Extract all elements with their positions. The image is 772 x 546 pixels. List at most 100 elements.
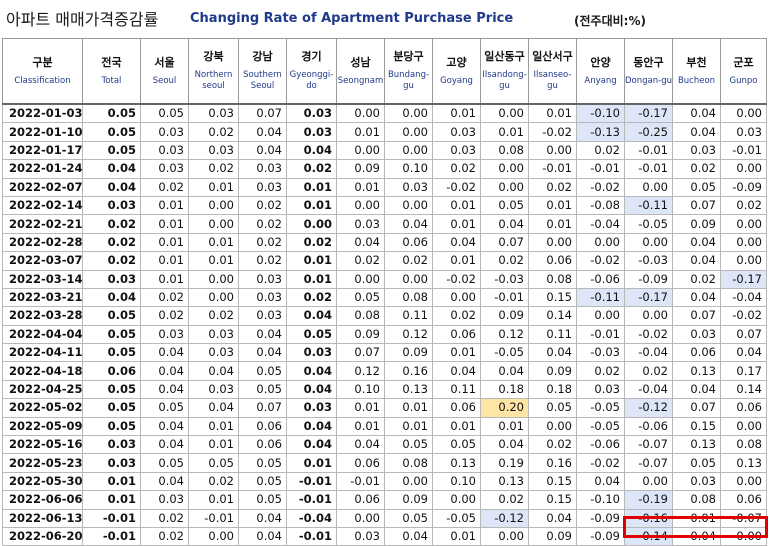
table-cell: 0.03 (336, 526, 385, 546)
table-cell: 0.03 (286, 398, 337, 418)
table-cell: 0.04 (336, 435, 385, 455)
table-cell: 0.00 (188, 269, 239, 289)
table-row: 2022-01-03 0.05 0.05 0.03 0.07 0.03 0.00 0.00 0.… (2, 103, 767, 124)
table-cell: -0.02 (528, 122, 577, 142)
table-cell: 0.04 (238, 343, 287, 363)
table-cell: 0.01 (528, 214, 577, 234)
table-cell: 0.01 (286, 195, 337, 216)
table-cell: 0.04 (238, 122, 287, 142)
table-cell: 0.04 (140, 416, 189, 437)
table-cell: 0.04 (238, 140, 287, 161)
table-cell: 0.04 (432, 361, 481, 381)
table-cell: 0.05 (82, 343, 141, 363)
table-cell: 0.01 (480, 416, 529, 437)
table-cell: -0.19 (624, 490, 673, 510)
table-cell: 0.00 (720, 416, 767, 437)
table-cell: 0.01 (82, 490, 141, 510)
table-cell: 0.07 (480, 232, 529, 253)
table-cell: 0.13 (672, 435, 721, 455)
table-cell: 0.09 (384, 343, 433, 363)
table-cell: 0.04 (528, 343, 577, 363)
table-cell: 0.09 (384, 490, 433, 510)
column-header-ko: 부천 (686, 55, 707, 69)
column-header: 구분 Classification (2, 38, 83, 105)
table-cell: -0.01 (480, 287, 529, 308)
column-header-ko: 강남 (252, 50, 273, 63)
table-cell: 0.12 (480, 324, 529, 345)
table-cell: -0.01 (528, 159, 577, 179)
row-date: 2022-01-24 (2, 159, 83, 179)
table-cell: 0.04 (528, 508, 577, 528)
row-date: 2022-05-30 (2, 471, 83, 492)
table-row: 2022-04-04 0.05 0.03 0.03 0.04 0.05 0.09 0.12 0.… (2, 324, 767, 345)
table-cell: 0.03 (672, 324, 721, 345)
table-cell: 0.03 (82, 453, 141, 473)
table-cell: 0.05 (384, 508, 433, 528)
table-cell: 0.04 (140, 471, 189, 492)
table-cell: 0.05 (672, 453, 721, 473)
table-cell: 0.09 (672, 214, 721, 234)
table-cell: 0.01 (140, 232, 189, 253)
table-cell: 0.04 (140, 343, 189, 363)
table-cell: 0.03 (238, 159, 287, 179)
table-cell: 0.04 (188, 398, 239, 418)
table-cell: -0.01 (576, 324, 625, 345)
column-header-ko: 전국 (101, 55, 122, 69)
table-cell: 0.16 (528, 453, 577, 473)
column-header-en: Classification (14, 75, 71, 86)
table-cell: 0.04 (480, 361, 529, 381)
table-cell: 0.00 (336, 195, 385, 216)
row-date: 2022-03-14 (2, 269, 83, 289)
table-cell: 0.10 (384, 159, 433, 179)
table-cell: -0.05 (480, 343, 529, 363)
table-cell: 0.00 (480, 103, 529, 124)
column-header-en: Gyeonggi-do (289, 70, 334, 91)
table-cell: 0.05 (82, 140, 141, 161)
table-cell: 0.00 (624, 471, 673, 492)
table-cell: 0.04 (384, 214, 433, 234)
table-cell: 0.07 (672, 195, 721, 216)
table-cell: -0.01 (286, 490, 337, 510)
table-cell: 0.02 (432, 306, 481, 326)
column-header-en: Northern seoul (194, 70, 233, 91)
table-cell: 0.07 (720, 324, 767, 345)
table-cell: 0.05 (384, 435, 433, 455)
table-cell: 0.00 (528, 416, 577, 437)
row-date: 2022-02-21 (2, 214, 83, 234)
table-cell: 0.02 (140, 508, 189, 528)
table-cell: 0.02 (238, 251, 287, 271)
table-cell: -0.04 (286, 508, 337, 528)
table-cell: 0.04 (672, 379, 721, 400)
column-header-en: Seongnam (337, 75, 384, 86)
table-cell: 0.03 (672, 471, 721, 492)
table-cell: 0.04 (286, 306, 337, 326)
table-cell: -0.04 (720, 287, 767, 308)
table-cell: -0.04 (576, 214, 625, 234)
table-cell: 0.02 (82, 214, 141, 234)
row-date: 2022-06-13 (2, 508, 83, 528)
table-cell: 0.03 (238, 177, 287, 197)
row-date: 2022-04-25 (2, 379, 83, 400)
table-cell: -0.02 (720, 306, 767, 326)
column-header: 일산서구 Ilsanseo-gu (528, 38, 577, 105)
table-cell: 0.14 (528, 306, 577, 326)
table-cell: 0.02 (286, 159, 337, 179)
table-cell: -0.25 (624, 122, 673, 142)
table-cell: 0.04 (286, 416, 337, 437)
table-cell: -0.03 (480, 269, 529, 289)
table-cell: 0.02 (188, 306, 239, 326)
table-cell: 0.06 (672, 343, 721, 363)
table-cell: 0.02 (480, 490, 529, 510)
column-header-en: Bundang-gu (387, 70, 430, 91)
table-cell: 0.10 (432, 471, 481, 492)
table-cell: 0.00 (384, 122, 433, 142)
table-cell: 0.03 (188, 324, 239, 345)
table-cell: 0.03 (286, 103, 337, 124)
table-cell: -0.04 (624, 343, 673, 363)
table-cell: 0.01 (384, 398, 433, 418)
row-date: 2022-05-16 (2, 435, 83, 455)
table-cell: 0.20 (480, 398, 529, 418)
table-cell: 0.02 (576, 140, 625, 161)
table-cell: 0.01 (528, 103, 577, 124)
table-cell: 0.04 (672, 251, 721, 271)
